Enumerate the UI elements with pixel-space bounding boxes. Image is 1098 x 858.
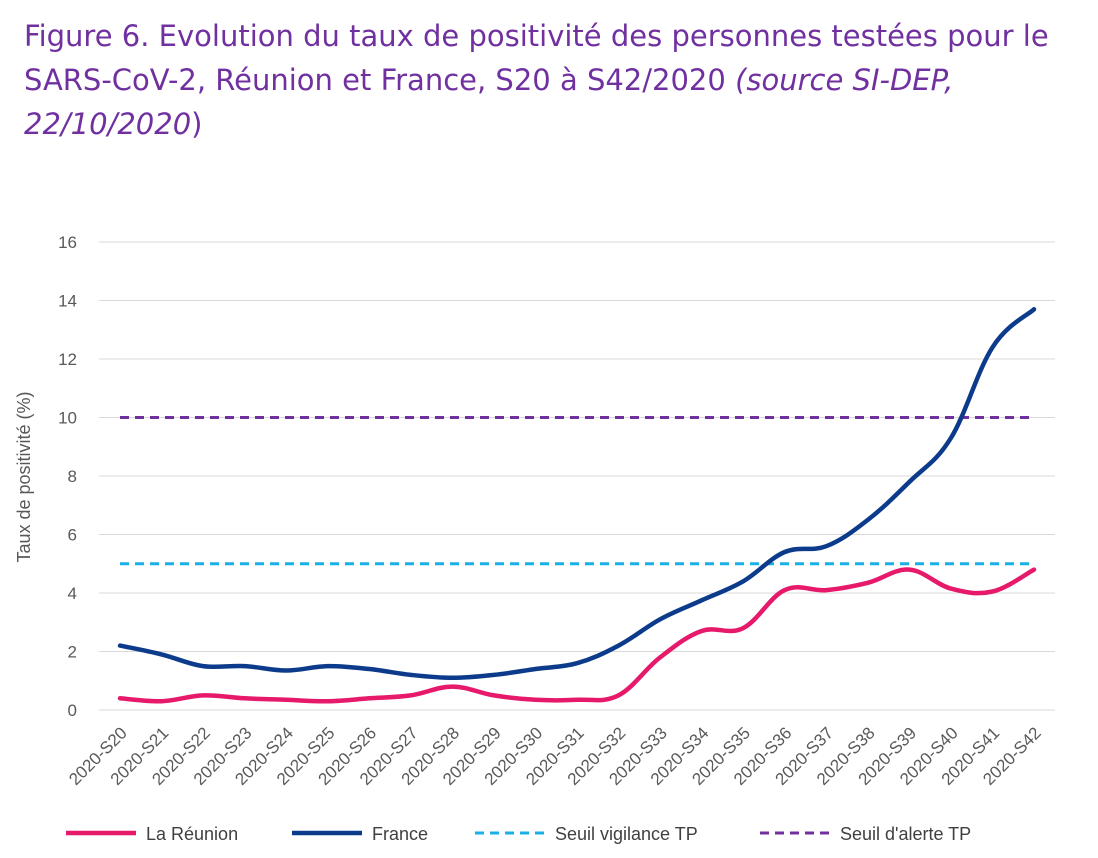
y-tick-label: 2 xyxy=(68,643,77,662)
series-line-0 xyxy=(117,567,1037,704)
legend: La Réunion France Seuil vigilance TP Seuil … xyxy=(66,824,971,844)
series-line-1 xyxy=(117,307,1037,681)
y-tick-label: 8 xyxy=(68,467,77,486)
y-tick-label: 12 xyxy=(58,350,77,369)
gridlines xyxy=(99,241,1055,711)
legend-label: France xyxy=(372,824,428,844)
y-tick-label: 0 xyxy=(68,701,77,720)
y-tick-label: 16 xyxy=(58,233,77,252)
y-axis-ticks: 0 2 4 6 8 10 12 14 16 xyxy=(58,233,77,720)
legend-label: La Réunion xyxy=(146,824,238,844)
caption-source: (source SI-DEP, 22/10/2020 xyxy=(24,63,954,141)
series-lines xyxy=(117,307,1037,704)
y-tick-label: 10 xyxy=(58,409,77,428)
legend-label: Seuil vigilance TP xyxy=(555,824,698,844)
y-axis-title: Taux de positivité (%) xyxy=(14,391,34,562)
legend-label: Seuil d'alerte TP xyxy=(840,824,971,844)
y-tick-label: 6 xyxy=(68,526,77,545)
figure-label: Figure 6. xyxy=(24,19,150,53)
y-tick-label: 14 xyxy=(58,292,77,311)
caption-closing: ) xyxy=(191,107,203,141)
y-tick-label: 4 xyxy=(68,584,77,603)
figure-caption: Figure 6. Evolution du taux de positivit… xyxy=(24,14,1074,146)
x-axis-ticks: 2020-S202020-S212020-S222020-S232020-S24… xyxy=(65,723,1045,789)
caption-text: Evolution du taux de positivité des pers… xyxy=(24,19,1049,97)
